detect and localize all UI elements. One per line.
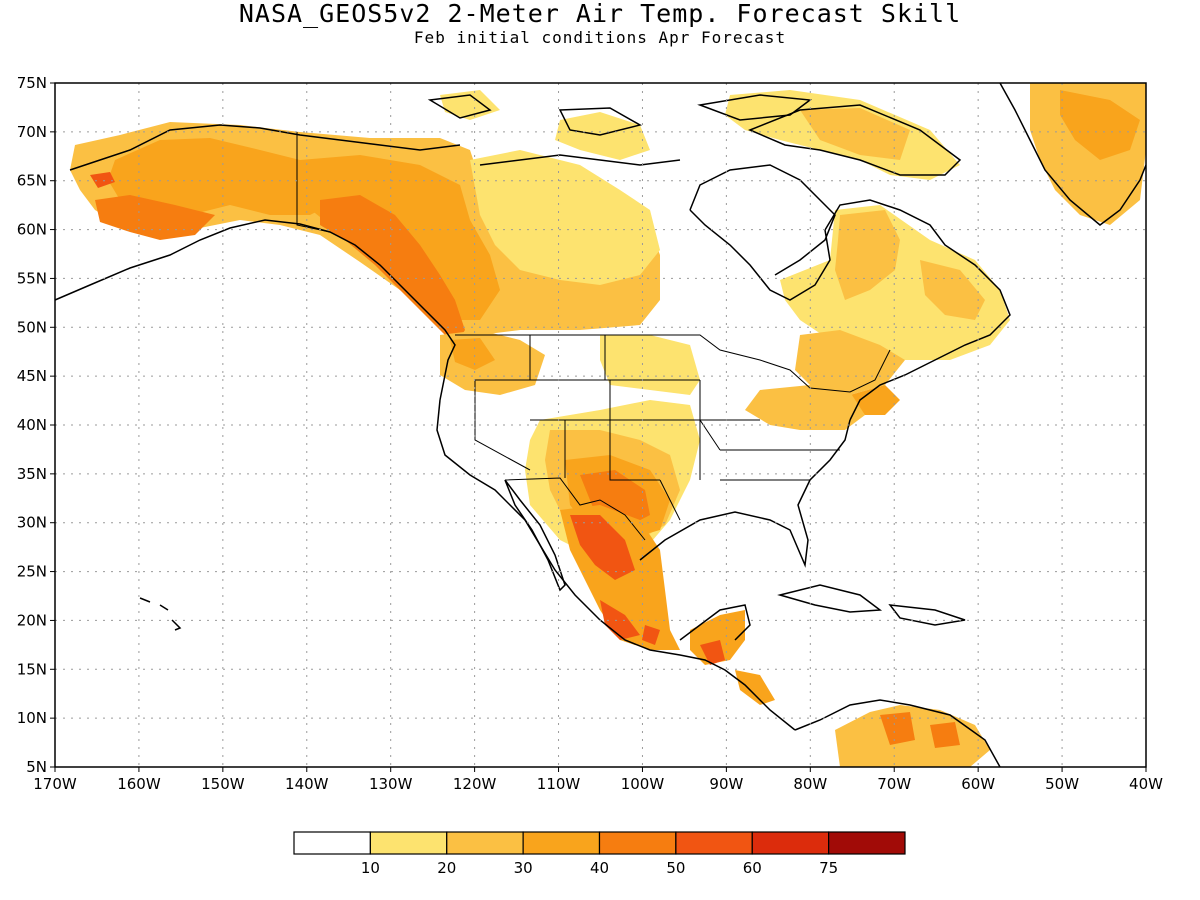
coastline-hispaniola (888, 604, 966, 626)
y-tick-label: 10N (17, 709, 47, 727)
coastline-arctic-1 (479, 154, 681, 166)
x-tick-label: 100W (621, 775, 665, 793)
skill-region-guatemala (700, 640, 725, 665)
skill-region-alaska-core (108, 138, 340, 215)
x-tick-label: 40W (1129, 775, 1163, 793)
political-borders (296, 132, 891, 541)
gridlines (55, 83, 1146, 767)
x-tick-label: 70W (877, 775, 911, 793)
border-us-mexico (504, 477, 646, 541)
skill-region-maritimes (850, 385, 900, 415)
skill-region-central-america (690, 610, 775, 705)
colorbar-label: 60 (743, 859, 762, 877)
y-tick-label: 40N (17, 416, 47, 434)
colorbar-swatch (369, 831, 448, 855)
skill-shading (70, 83, 1146, 767)
coastline-us-west (436, 399, 796, 731)
coastline-baffin (748, 104, 962, 176)
y-tick-label: 65N (17, 172, 47, 190)
colorbar-label: 20 (437, 859, 456, 877)
skill-region-baffin-core (800, 108, 910, 160)
map-subtitle: Feb initial conditions Apr Forecast (413, 28, 787, 47)
map-title: NASA_GEOS5v2 2-Meter Air Temp. Forecast … (238, 0, 962, 28)
colorbar-swatch (828, 831, 906, 855)
x-tick-label: 120W (453, 775, 497, 793)
colorbar-swatch (751, 831, 830, 855)
coastline-alaska-north (69, 124, 461, 171)
latitude-ticks: 75N 70N 65N 60N 55N 50N 45N 40N 35N 30N 25N 20N 15N 1… (17, 74, 55, 776)
colorbar-label: 30 (514, 859, 533, 877)
coastline-east (689, 199, 1011, 421)
colorbar-swatch (293, 831, 371, 855)
colorbar-swatch (522, 831, 601, 855)
y-tick-label: 20N (17, 611, 47, 629)
colorbar-label: 10 (361, 859, 380, 877)
coastline-south-america (794, 699, 1001, 767)
skill-region-wa-core (450, 338, 495, 370)
x-tick-label: 80W (793, 775, 827, 793)
x-tick-label: 140W (285, 775, 329, 793)
y-tick-label: 50N (17, 318, 47, 336)
y-tick-label: 15N (17, 660, 47, 678)
skill-region-alaska-west (90, 172, 115, 188)
y-tick-label: 70N (17, 123, 47, 141)
coastline-yucatan (679, 604, 751, 641)
y-tick-label: 25N (17, 563, 47, 581)
x-tick-label: 160W (117, 775, 161, 793)
y-tick-label: 45N (17, 367, 47, 385)
y-tick-label: 55N (17, 269, 47, 287)
skill-region-south-america-core (880, 712, 960, 748)
colorbar-label: 50 (666, 859, 685, 877)
x-tick-label: 90W (709, 775, 743, 793)
y-tick-label: 30N (17, 514, 47, 532)
x-tick-label: 130W (369, 775, 413, 793)
colorbar-swatch (675, 831, 753, 855)
x-tick-label: 110W (537, 775, 581, 793)
border-states (474, 335, 840, 521)
x-tick-label: 60W (961, 775, 995, 793)
x-tick-label: 50W (1045, 775, 1079, 793)
colorbar-label: 75 (819, 859, 838, 877)
coastline-baja (504, 479, 566, 592)
colorbar-swatch (598, 831, 677, 855)
longitude-ticks: 170W 160W 150W 140W 130W 120W 110W 100W 90W 80W 70… (33, 767, 1163, 793)
y-tick-label: 60N (17, 221, 47, 239)
y-tick-label: 75N (17, 74, 47, 92)
y-tick-label: 5N (26, 758, 47, 776)
coastline-ellesmere (427, 94, 812, 136)
skill-region-quebec (780, 205, 1010, 360)
coastline-gulf (639, 419, 851, 568)
border-us-canada (455, 334, 891, 393)
coastline-hudson (689, 164, 836, 276)
coastline-cuba (777, 584, 883, 613)
colorbar-swatch (446, 831, 524, 855)
y-tick-label: 35N (17, 465, 47, 483)
x-tick-label: 150W (201, 775, 245, 793)
colorbar: 10 20 30 40 50 60 75 (293, 831, 906, 877)
skill-region-bc-coast (320, 195, 465, 345)
skill-region-alaska-sw (95, 195, 215, 240)
skill-region-labrador-core (835, 210, 985, 320)
skill-region-mexico-core (570, 515, 660, 645)
coastline-hawaii (139, 597, 182, 631)
coastline-greenland (999, 83, 1146, 226)
skill-region-mackenzie (470, 150, 660, 285)
skill-region-greenland-core (1060, 90, 1140, 160)
colorbar-label: 40 (590, 859, 609, 877)
skill-region-quebec-south (795, 330, 905, 395)
x-tick-label: 170W (33, 775, 77, 793)
skill-region-northeast (745, 385, 865, 430)
